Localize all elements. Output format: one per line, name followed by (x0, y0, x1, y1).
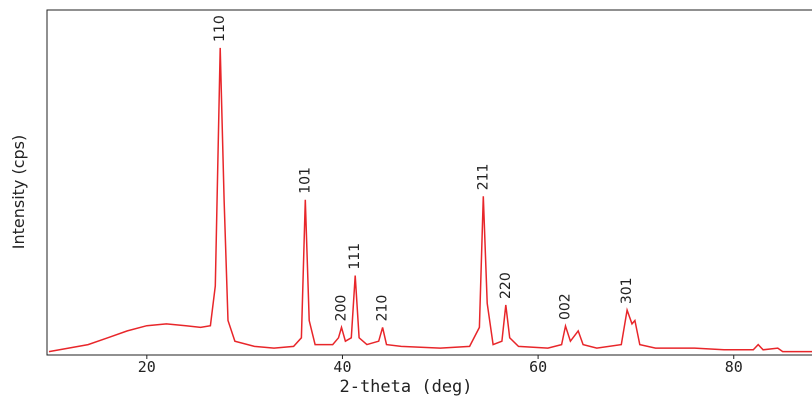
data-line (48, 47, 812, 353)
x-axis-label: 2-theta (deg) (339, 377, 472, 397)
peak-label: 002 (557, 293, 573, 320)
peak-label: 210 (375, 295, 391, 322)
plot-frame (46, 9, 812, 356)
y-axis-label: Intensity (cps) (9, 135, 28, 250)
peak-label: 200 (333, 295, 349, 322)
x-tick-label: 40 (333, 358, 351, 376)
peak-label: 211 (475, 164, 491, 191)
x-tick-label: 60 (529, 358, 547, 376)
x-tick-label: 20 (138, 358, 156, 376)
x-tick-label: 80 (725, 358, 743, 376)
peak-label: 220 (498, 272, 514, 299)
peak-label: 101 (297, 167, 313, 194)
peak-label: 111 (347, 243, 363, 270)
peak-label: 301 (619, 277, 635, 304)
peak-label: 110 (212, 15, 228, 42)
